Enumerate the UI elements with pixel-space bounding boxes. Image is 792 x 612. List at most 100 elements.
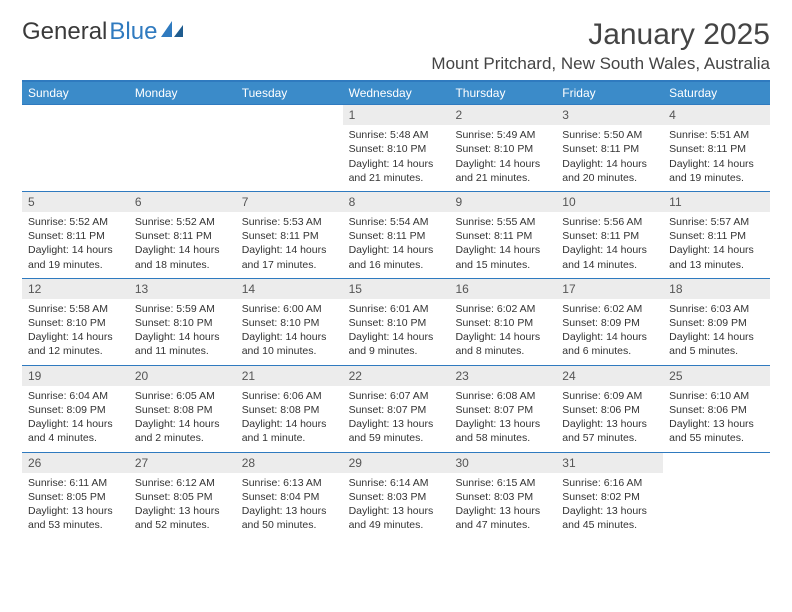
day-info-line: Sunset: 8:10 PM (349, 142, 444, 156)
day-info-line: Daylight: 14 hours (242, 417, 337, 431)
day-info-line: Daylight: 14 hours (28, 330, 123, 344)
day-info-line: Sunset: 8:11 PM (669, 229, 764, 243)
day-info-line: Daylight: 13 hours (455, 504, 550, 518)
day-info-line: Sunset: 8:09 PM (562, 316, 657, 330)
day-cell: 1Sunrise: 5:48 AMSunset: 8:10 PMDaylight… (343, 105, 450, 191)
day-number: 24 (556, 366, 663, 386)
day-body: Sunrise: 6:09 AMSunset: 8:06 PMDaylight:… (556, 386, 663, 452)
day-number: 15 (343, 279, 450, 299)
day-info-line: and 10 minutes. (242, 344, 337, 358)
day-number: 31 (556, 453, 663, 473)
day-body (22, 125, 129, 134)
day-info-line: Sunset: 8:06 PM (562, 403, 657, 417)
day-number: 14 (236, 279, 343, 299)
day-body: Sunrise: 6:13 AMSunset: 8:04 PMDaylight:… (236, 473, 343, 539)
day-info-line: and 21 minutes. (455, 171, 550, 185)
weekday-header: Thursday (449, 82, 556, 104)
day-info-line: and 21 minutes. (349, 171, 444, 185)
day-info-line: and 45 minutes. (562, 518, 657, 532)
day-cell: 23Sunrise: 6:08 AMSunset: 8:07 PMDayligh… (449, 366, 556, 452)
day-info-line: Sunrise: 6:05 AM (135, 389, 230, 403)
day-info-line: Daylight: 14 hours (562, 157, 657, 171)
day-info-line: Sunset: 8:11 PM (135, 229, 230, 243)
day-info-line: Daylight: 14 hours (28, 243, 123, 257)
day-info-line: Daylight: 14 hours (349, 157, 444, 171)
logo-text-1: General (22, 18, 107, 46)
day-info-line: Sunset: 8:10 PM (135, 316, 230, 330)
day-number: 25 (663, 366, 770, 386)
day-cell: 4Sunrise: 5:51 AMSunset: 8:11 PMDaylight… (663, 105, 770, 191)
day-info-line: Sunrise: 6:01 AM (349, 302, 444, 316)
day-body: Sunrise: 5:51 AMSunset: 8:11 PMDaylight:… (663, 125, 770, 191)
day-number: 6 (129, 192, 236, 212)
day-cell: 14Sunrise: 6:00 AMSunset: 8:10 PMDayligh… (236, 279, 343, 365)
day-info-line: Daylight: 14 hours (669, 330, 764, 344)
day-body (129, 125, 236, 134)
day-cell: 8Sunrise: 5:54 AMSunset: 8:11 PMDaylight… (343, 192, 450, 278)
day-info-line: Daylight: 14 hours (349, 243, 444, 257)
day-info-line: Daylight: 13 hours (242, 504, 337, 518)
day-number: 20 (129, 366, 236, 386)
day-body (663, 473, 770, 482)
weekday-header: Wednesday (343, 82, 450, 104)
day-info-line: Sunrise: 5:49 AM (455, 128, 550, 142)
day-body: Sunrise: 5:57 AMSunset: 8:11 PMDaylight:… (663, 212, 770, 278)
day-info-line: and 50 minutes. (242, 518, 337, 532)
week-row: 19Sunrise: 6:04 AMSunset: 8:09 PMDayligh… (22, 365, 770, 452)
day-info-line: Sunrise: 5:53 AM (242, 215, 337, 229)
day-number: 28 (236, 453, 343, 473)
day-number: 17 (556, 279, 663, 299)
day-info-line: Sunrise: 5:50 AM (562, 128, 657, 142)
day-body: Sunrise: 6:05 AMSunset: 8:08 PMDaylight:… (129, 386, 236, 452)
day-body: Sunrise: 6:06 AMSunset: 8:08 PMDaylight:… (236, 386, 343, 452)
day-info-line: Daylight: 13 hours (349, 504, 444, 518)
day-cell (22, 105, 129, 191)
day-body: Sunrise: 6:08 AMSunset: 8:07 PMDaylight:… (449, 386, 556, 452)
day-info-line: Sunrise: 6:14 AM (349, 476, 444, 490)
day-info-line: Sunset: 8:07 PM (349, 403, 444, 417)
weekday-header: Tuesday (236, 82, 343, 104)
day-info-line: Sunset: 8:03 PM (455, 490, 550, 504)
header: GeneralBlue January 2025 Mount Pritchard… (22, 18, 770, 74)
day-cell (236, 105, 343, 191)
day-info-line: Daylight: 14 hours (135, 330, 230, 344)
day-body: Sunrise: 6:12 AMSunset: 8:05 PMDaylight:… (129, 473, 236, 539)
calendar: SundayMondayTuesdayWednesdayThursdayFrid… (22, 80, 770, 538)
logo: GeneralBlue (22, 18, 187, 46)
day-info-line: Sunrise: 6:03 AM (669, 302, 764, 316)
weekday-header: Saturday (663, 82, 770, 104)
day-body: Sunrise: 6:15 AMSunset: 8:03 PMDaylight:… (449, 473, 556, 539)
day-info-line: and 55 minutes. (669, 431, 764, 445)
day-info-line: Daylight: 14 hours (135, 243, 230, 257)
day-info-line: Sunrise: 6:00 AM (242, 302, 337, 316)
day-cell: 13Sunrise: 5:59 AMSunset: 8:10 PMDayligh… (129, 279, 236, 365)
day-info-line: Sunset: 8:05 PM (135, 490, 230, 504)
day-number: 23 (449, 366, 556, 386)
day-number: 19 (22, 366, 129, 386)
day-info-line: Sunrise: 6:09 AM (562, 389, 657, 403)
day-cell: 25Sunrise: 6:10 AMSunset: 8:06 PMDayligh… (663, 366, 770, 452)
day-info-line: and 20 minutes. (562, 171, 657, 185)
week-row: 1Sunrise: 5:48 AMSunset: 8:10 PMDaylight… (22, 104, 770, 191)
day-number: 26 (22, 453, 129, 473)
day-info-line: and 13 minutes. (669, 258, 764, 272)
day-body: Sunrise: 6:02 AMSunset: 8:09 PMDaylight:… (556, 299, 663, 365)
day-body: Sunrise: 5:55 AMSunset: 8:11 PMDaylight:… (449, 212, 556, 278)
day-number: 1 (343, 105, 450, 125)
day-info-line: Sunset: 8:10 PM (28, 316, 123, 330)
day-cell: 18Sunrise: 6:03 AMSunset: 8:09 PMDayligh… (663, 279, 770, 365)
day-body: Sunrise: 5:50 AMSunset: 8:11 PMDaylight:… (556, 125, 663, 191)
day-number (129, 105, 236, 125)
day-info-line: and 19 minutes. (28, 258, 123, 272)
day-info-line: Sunrise: 5:51 AM (669, 128, 764, 142)
day-info-line: and 4 minutes. (28, 431, 123, 445)
day-cell: 15Sunrise: 6:01 AMSunset: 8:10 PMDayligh… (343, 279, 450, 365)
day-info-line: Sunrise: 6:15 AM (455, 476, 550, 490)
day-body: Sunrise: 6:02 AMSunset: 8:10 PMDaylight:… (449, 299, 556, 365)
day-info-line: Daylight: 14 hours (455, 243, 550, 257)
day-cell: 11Sunrise: 5:57 AMSunset: 8:11 PMDayligh… (663, 192, 770, 278)
month-title: January 2025 (431, 18, 770, 52)
day-info-line: Sunset: 8:09 PM (669, 316, 764, 330)
day-info-line: Sunset: 8:03 PM (349, 490, 444, 504)
day-cell: 6Sunrise: 5:52 AMSunset: 8:11 PMDaylight… (129, 192, 236, 278)
